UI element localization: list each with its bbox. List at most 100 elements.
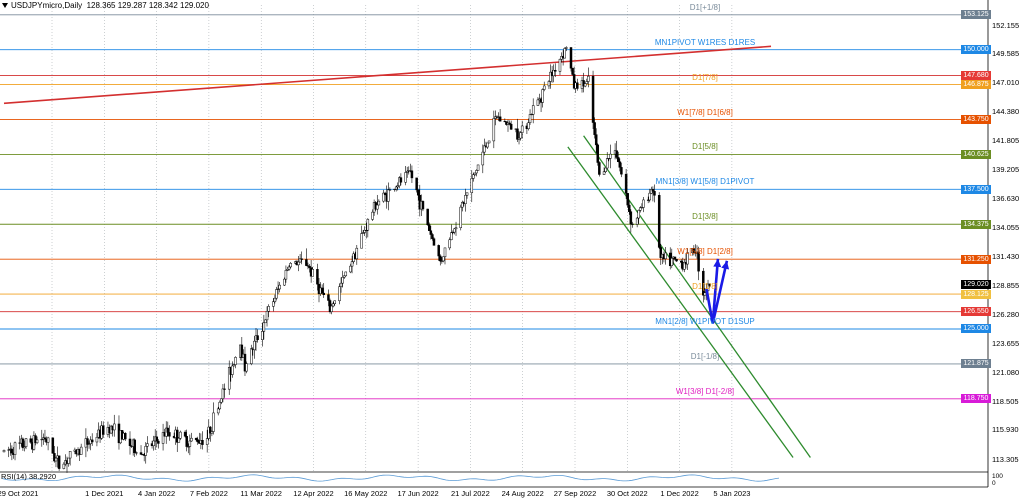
candle-body bbox=[287, 266, 291, 270]
candle-body bbox=[442, 256, 445, 262]
candle-body bbox=[454, 227, 458, 230]
level-price-tag: 118.750 bbox=[961, 394, 991, 404]
candle-body bbox=[531, 105, 535, 115]
candle-body bbox=[465, 192, 469, 196]
candle-body bbox=[421, 201, 425, 210]
candle-body bbox=[256, 335, 259, 340]
channel-lower-line bbox=[567, 146, 794, 458]
candle-body bbox=[530, 114, 533, 116]
candle-body bbox=[473, 172, 477, 175]
candle-body bbox=[262, 322, 266, 332]
candle-body bbox=[552, 69, 555, 77]
candle-body bbox=[651, 189, 655, 192]
candle-body bbox=[617, 157, 620, 162]
candle-body bbox=[327, 294, 330, 301]
level-price-tag: 137.500 bbox=[961, 184, 991, 194]
candle-body bbox=[349, 265, 352, 273]
candle-body bbox=[272, 301, 275, 307]
candle-body bbox=[527, 122, 530, 130]
level-label: D1[+1/8] bbox=[689, 2, 721, 12]
candle-body bbox=[388, 189, 392, 191]
candle-body bbox=[594, 134, 598, 146]
candle-body bbox=[128, 438, 132, 446]
candle-body bbox=[659, 247, 663, 258]
candle-body bbox=[342, 275, 346, 278]
candle-body bbox=[387, 189, 390, 202]
dropdown-triangle-icon[interactable] bbox=[2, 2, 8, 8]
candle-body bbox=[152, 440, 155, 446]
candle-body bbox=[227, 366, 231, 390]
candle-body bbox=[664, 252, 667, 260]
x-tick-label: 24 Aug 2022 bbox=[501, 489, 544, 498]
candle-body bbox=[554, 69, 557, 72]
candle-body bbox=[432, 238, 436, 246]
candle-body bbox=[240, 344, 244, 358]
candle-body bbox=[245, 363, 248, 372]
x-tick-label: 4 Jan 2022 bbox=[138, 489, 176, 498]
candle-body bbox=[250, 348, 253, 364]
candle-body bbox=[62, 463, 66, 469]
candle-body bbox=[231, 365, 234, 375]
candle-body bbox=[86, 438, 89, 445]
candle-body bbox=[54, 457, 58, 462]
chart-header: USDJPYmicro,Daily 128.365 129.287 128.34… bbox=[0, 0, 209, 12]
symbol-label: USDJPYmicro,Daily bbox=[11, 1, 83, 10]
candle-body bbox=[443, 247, 447, 258]
candle-body bbox=[289, 263, 292, 268]
x-tick-label: 27 Sep 2022 bbox=[553, 489, 597, 498]
candle-body bbox=[216, 408, 220, 414]
candle-body bbox=[157, 440, 160, 444]
level-label: MN1[2/8] W1PIVOT D1SUP bbox=[655, 316, 755, 326]
level-price-tag: 134.375 bbox=[961, 219, 991, 229]
candle-body bbox=[486, 142, 489, 148]
candle-body bbox=[168, 432, 171, 437]
candle-body bbox=[587, 75, 590, 82]
candle-body bbox=[166, 427, 170, 433]
candle-body bbox=[220, 398, 223, 403]
y-tick-label: 128.855 bbox=[992, 280, 1020, 290]
candle-body bbox=[615, 150, 618, 158]
candle-body bbox=[604, 167, 607, 172]
level-label: W1[5/8] D1[2/8] bbox=[677, 247, 733, 257]
channel-upper-line bbox=[583, 135, 811, 458]
candle-body bbox=[308, 265, 311, 268]
candle-body bbox=[205, 438, 209, 445]
candle-body bbox=[365, 229, 368, 232]
candle-body bbox=[472, 174, 475, 179]
candle-body bbox=[350, 261, 354, 267]
candle-body bbox=[517, 137, 521, 140]
candle-body bbox=[571, 67, 574, 75]
candle-body bbox=[683, 261, 686, 270]
candle-body bbox=[697, 251, 700, 272]
candle-body bbox=[223, 388, 226, 390]
candle-body bbox=[708, 283, 711, 287]
candle-body bbox=[628, 204, 631, 212]
candle-body bbox=[341, 277, 344, 284]
candle-body bbox=[377, 200, 381, 206]
candle-body bbox=[451, 231, 455, 233]
ohlc-values: 128.365 129.287 128.342 129.020 bbox=[86, 1, 209, 10]
candle-body bbox=[605, 158, 609, 169]
candle-body bbox=[470, 178, 474, 194]
candle-body bbox=[399, 177, 403, 183]
candle-body bbox=[124, 432, 127, 440]
level-label: D1[3/8] bbox=[692, 212, 718, 222]
candle-body bbox=[620, 167, 623, 175]
y-tick-label: 126.280 bbox=[992, 309, 1020, 319]
y-tick-label: 113.305 bbox=[992, 454, 1019, 464]
candle-body bbox=[536, 99, 540, 106]
candle-body bbox=[607, 158, 611, 160]
candle-body bbox=[635, 217, 639, 225]
y-tick-label: 139.205 bbox=[992, 165, 1020, 175]
candle-body bbox=[415, 177, 418, 191]
candle-body bbox=[648, 192, 651, 201]
candle-body bbox=[464, 195, 467, 204]
red-trend-line bbox=[3, 45, 772, 105]
level-price-tag: 125.000 bbox=[961, 324, 991, 334]
candle-body bbox=[366, 219, 370, 231]
candle-body bbox=[179, 431, 182, 439]
candle-body bbox=[363, 229, 366, 233]
current-price-tag: 129.020 bbox=[961, 279, 991, 289]
candle-body bbox=[602, 171, 606, 175]
